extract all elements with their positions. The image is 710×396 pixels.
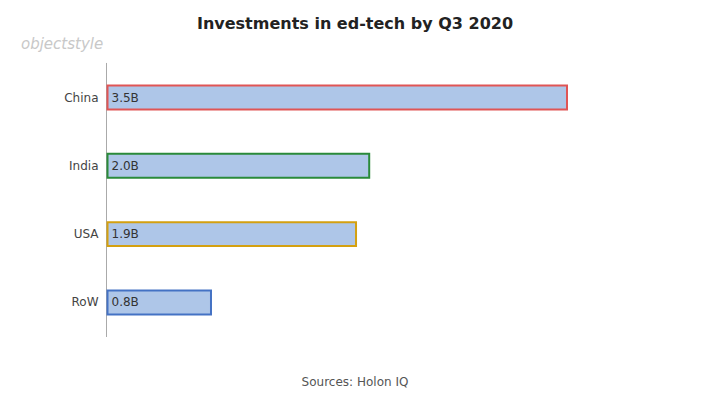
svg-text:India: India	[69, 159, 98, 173]
svg-text:RoW: RoW	[71, 295, 98, 309]
svg-text:China: China	[64, 91, 98, 105]
svg-text:2.0B: 2.0B	[112, 159, 139, 173]
svg-text:Investments in ed-tech by Q3 2: Investments in ed-tech by Q3 2020	[197, 14, 513, 33]
svg-text:Sources: Holon IQ: Sources: Holon IQ	[302, 375, 409, 389]
svg-text:0.8B: 0.8B	[112, 295, 139, 309]
svg-text:1.9B: 1.9B	[112, 227, 139, 241]
svg-text:objectstyle: objectstyle	[21, 35, 103, 53]
svg-text:3.5B: 3.5B	[112, 91, 139, 105]
svg-text:USA: USA	[74, 227, 100, 241]
